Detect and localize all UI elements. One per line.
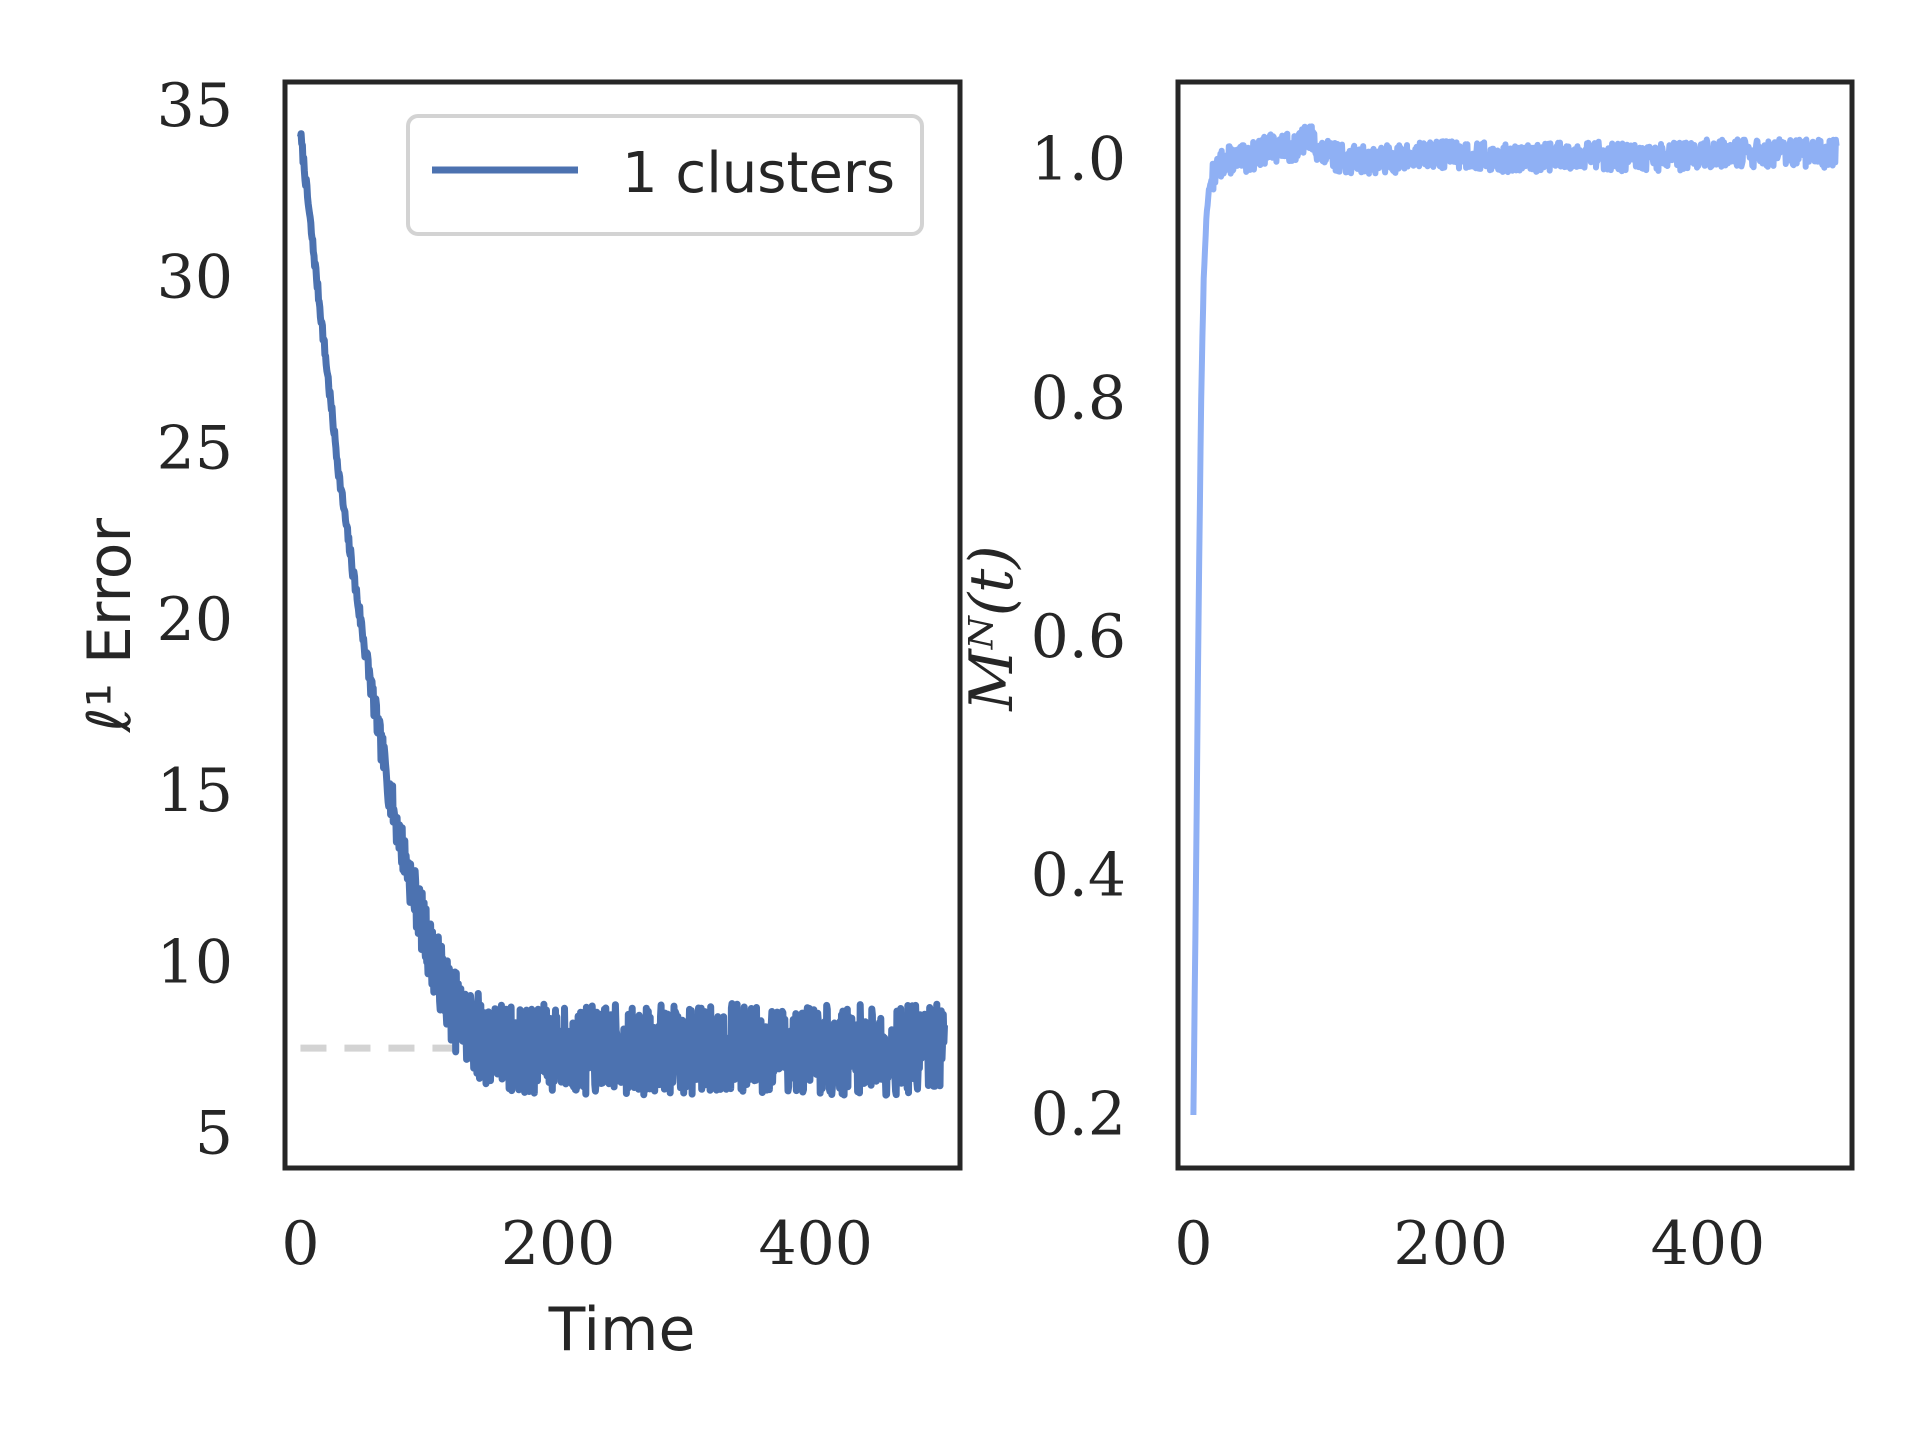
y-tick-label: 35 bbox=[157, 71, 233, 141]
left-series bbox=[297, 130, 948, 1099]
right-y-ticks: 0.2 0.4 0.6 0.8 1.0 bbox=[1031, 125, 1126, 1150]
left-x-ticks: 0 200 400 bbox=[281, 1209, 873, 1279]
left-x-axis-label: Time bbox=[548, 1295, 696, 1365]
left-panel: 5 10 15 20 25 30 35 0 200 400 Time ℓ¹ Error 1 cl… bbox=[75, 71, 963, 1365]
x-tick-label: 200 bbox=[501, 1209, 616, 1279]
legend-box bbox=[406, 114, 924, 236]
x-tick-label: 400 bbox=[1651, 1209, 1766, 1279]
left-y-axis-label: ℓ¹ Error bbox=[75, 518, 145, 733]
x-tick-label: 400 bbox=[758, 1209, 873, 1279]
right-axes-frame bbox=[1175, 79, 1855, 1171]
series-line bbox=[297, 130, 948, 1099]
y-tick-label: 30 bbox=[157, 242, 233, 312]
series-line bbox=[1190, 123, 1840, 1116]
y-tick-label: 20 bbox=[157, 585, 233, 655]
y-tick-label: 10 bbox=[157, 927, 233, 997]
x-tick-label: 0 bbox=[281, 1209, 319, 1279]
x-tick-label: 0 bbox=[1174, 1209, 1212, 1279]
right-x-ticks: 0 200 400 bbox=[1174, 1209, 1765, 1279]
y-tick-label: 0.2 bbox=[1031, 1079, 1126, 1149]
right-series bbox=[1190, 123, 1840, 1116]
y-tick-label: 0.4 bbox=[1031, 841, 1126, 911]
y-tick-label: 1.0 bbox=[1031, 125, 1126, 195]
y-tick-label: 5 bbox=[195, 1099, 233, 1169]
left-y-ticks: 5 10 15 20 25 30 35 bbox=[157, 71, 233, 1169]
left-axes-frame bbox=[282, 79, 963, 1171]
legend-label-1-clusters: 1 clusters bbox=[622, 141, 895, 206]
right-y-axis-label: Mᴺ(t) bbox=[957, 545, 1027, 711]
y-tick-label: 25 bbox=[157, 414, 233, 484]
right-panel: 0.2 0.4 0.6 0.8 1.0 0 200 400 Mᴺ(t) bbox=[957, 79, 1855, 1279]
legend: 1 clusters bbox=[406, 114, 924, 236]
y-tick-label: 15 bbox=[157, 756, 233, 826]
x-tick-label: 200 bbox=[1393, 1209, 1508, 1279]
y-tick-label: 0.8 bbox=[1031, 363, 1126, 433]
y-tick-label: 0.6 bbox=[1031, 602, 1126, 672]
